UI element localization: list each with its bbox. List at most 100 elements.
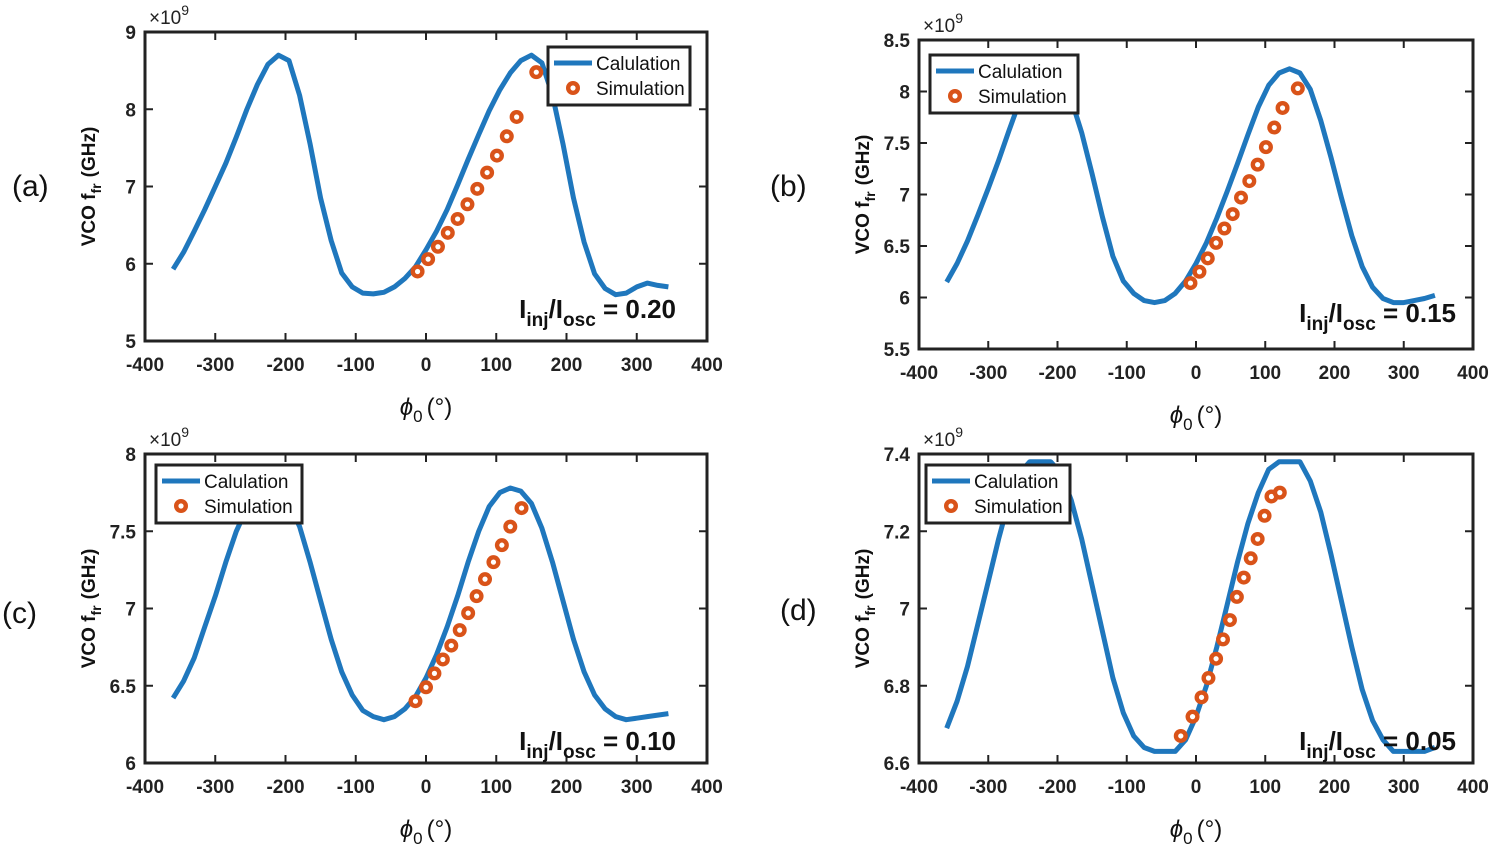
chart3-xlabel-unit: (°): [427, 816, 453, 843]
chart3-simulation-point: [514, 501, 529, 516]
chart1-simulation-point-inner: [514, 114, 520, 120]
chart1-simulation-point-inner: [425, 256, 431, 262]
chart2-ytick-label: 8: [899, 83, 910, 104]
chart3-ytick-label: 7.5: [110, 522, 137, 543]
chart4-legend-marker-swatch-inner: [948, 503, 954, 509]
chart1-simulation-point: [440, 225, 455, 240]
chart1-ann-sub-inj: inj: [526, 310, 548, 331]
chart1-ytick-label: 5: [125, 332, 136, 353]
chart2-simulation-point: [1250, 157, 1265, 172]
chart2-legend-label-calulation: Calulation: [978, 62, 1063, 83]
chart2-simulation-point: [1275, 100, 1290, 115]
chart2-simulation-point: [1267, 120, 1282, 135]
chart4-xtick-label: -200: [1038, 777, 1076, 798]
chart4-simulation-point-inner: [1205, 675, 1212, 681]
chart2-simulation-point-inner: [1187, 280, 1194, 286]
chart3-legend-label-simulation: Simulation: [204, 497, 293, 518]
chart3-xlabel: ϕ0 (°): [400, 816, 452, 848]
chart2-xtick-label: 400: [1457, 363, 1489, 384]
chart2-simulation-point: [1234, 190, 1249, 205]
chart3-simulation-point: [452, 623, 467, 638]
chart2-ylabel-sub: fr: [862, 191, 878, 202]
chart4-simulation-point-inner: [1189, 714, 1196, 720]
chart4-xtick-label: 0: [1191, 777, 1202, 798]
chart2-xtick-label: 200: [1319, 363, 1351, 384]
chart2-xlabel: ϕ0 (°): [1170, 402, 1222, 434]
chart3-simulation-point-inner: [457, 627, 463, 633]
chart4-annotation: Iinj/Iosc = 0.05: [1299, 726, 1456, 763]
chart3-simulation-point: [503, 519, 518, 534]
chart4-simulation-point-inner: [1277, 490, 1283, 496]
chart1-simulation-point: [480, 165, 495, 180]
chart4-simulation-point: [1201, 671, 1216, 686]
chart1-ann-sub-osc: osc: [563, 310, 596, 331]
chart2-simulation-point-inner: [1205, 255, 1211, 261]
chart1-simulation-point-inner: [414, 268, 421, 275]
chart2-ylabel: VCO ffr (GHz): [853, 135, 878, 255]
chart4-xlabel-sub: 0: [1183, 829, 1192, 848]
chart4-xtick-label: 100: [1249, 777, 1281, 798]
chart1-xtick-label: 200: [551, 355, 583, 376]
chart4-exponent-label: ×109: [923, 424, 963, 451]
chart2-xlabel-sub: 0: [1183, 415, 1192, 434]
chart4-simulation-point-inner: [1234, 594, 1240, 600]
chart1-series-calulation-line: [170, 52, 669, 298]
chart3-panel-label: (c): [2, 597, 37, 630]
chart3-xlabel-sub: 0: [413, 829, 422, 848]
chart1-simulation-point-inner: [455, 216, 461, 222]
chart4-ann-i1: I: [1299, 726, 1306, 756]
chart3-xtick-label: 100: [480, 777, 512, 798]
chart3-simulation-point-inner: [499, 542, 505, 548]
chart4-simulation-point: [1229, 589, 1244, 604]
chart3-ylabel-sub: fr: [88, 605, 104, 616]
chart1-xtick-label: -400: [126, 355, 164, 376]
chart2-simulation-point: [1258, 140, 1273, 155]
chart2-ann-sub-inj: inj: [1306, 314, 1328, 335]
chart3-simulation-point: [461, 606, 476, 621]
chart4-ann-sub-osc: osc: [1343, 742, 1376, 763]
chart1-xtick-label: -200: [266, 355, 304, 376]
chart4-simulation-point-inner: [1178, 733, 1184, 739]
chart2-ann-slash: /I: [1329, 298, 1343, 328]
chart2-simulation-point: [1209, 235, 1224, 250]
chart4-ylabel-main: VCO f: [853, 615, 874, 668]
chart4-xtick-label: 200: [1319, 777, 1351, 798]
chart3-xtick-label: 0: [421, 777, 432, 798]
chart4-xtick-label: -400: [900, 777, 938, 798]
chart2-simulation-point: [1192, 264, 1207, 279]
chart2-simulation-point-inner: [1221, 225, 1227, 232]
chart2-legend-box: [928, 53, 1080, 115]
chart3-xtick-label: 300: [621, 777, 653, 798]
chart1-group: (a)-400 -300 -200 -100 0 100 200 300 40056789×10…: [12, 2, 723, 426]
chart1-simulation-point-inner: [474, 186, 480, 192]
chart1-panel-label: (a): [12, 170, 49, 203]
chart4-xlabel: ϕ0 (°): [1170, 816, 1222, 848]
chart2-axes-box: [917, 38, 1475, 351]
chart2-ylabel-unit: (GHz): [853, 135, 874, 186]
chart4-simulation-point: [1257, 508, 1272, 523]
chart4-ytick-label: 6.8: [884, 677, 910, 698]
chart1-legend-box: [546, 45, 692, 107]
chart2-legend-label-simulation: Simulation: [978, 87, 1067, 108]
chart2-exponent-base: ×10: [923, 16, 955, 37]
chart1-xtick-label: 400: [691, 355, 723, 376]
chart4-ytick-label: 7.4: [884, 445, 911, 466]
chart3-simulation-point: [444, 638, 459, 653]
chart1-xtick-label: 0: [421, 355, 432, 376]
chart4-simulation-point: [1222, 613, 1237, 628]
chart3-simulation-point: [478, 572, 493, 587]
chart3-ann-sub-osc: osc: [563, 742, 596, 763]
chart3-xtick-label: -300: [196, 777, 234, 798]
chart4-simulation-point: [1272, 485, 1287, 500]
chart4-simulation-point-inner: [1220, 636, 1226, 643]
chart3-ylabel: VCO ffr (GHz): [79, 549, 104, 669]
chart3-simulation-point-inner: [482, 576, 488, 582]
chart1-simulation-point: [489, 148, 504, 163]
chart2-group: (b) -400 -300 -200 -100 0 100 200 300 400 5.5 6 6.5 7…: [770, 10, 1489, 434]
chart1-ylabel-main: VCO f: [79, 193, 100, 246]
chart4-ann-value: = 0.05: [1376, 726, 1456, 756]
chart3-simulation-point: [435, 652, 450, 667]
chart1-simulation-point: [430, 239, 445, 254]
chart3-simulation-point-inner: [465, 610, 471, 616]
